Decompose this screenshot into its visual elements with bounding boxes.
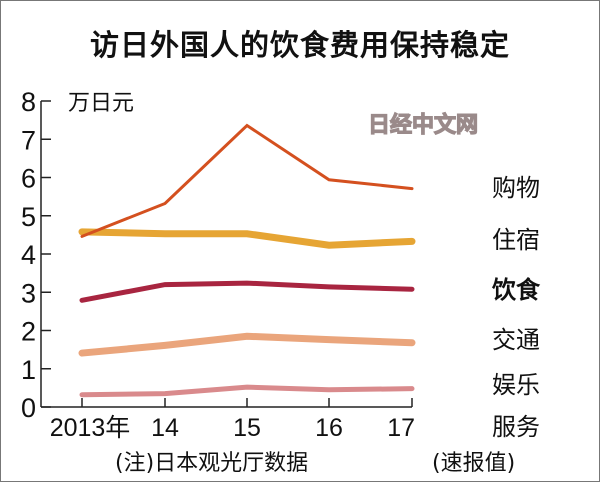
- y-tick-label: 2: [21, 317, 36, 347]
- series-label: 购物: [492, 174, 540, 202]
- series-label: 服务: [492, 413, 540, 441]
- series-line-1: [80, 123, 414, 238]
- series-line-5: [79, 384, 415, 398]
- y-tick-label: 1: [21, 355, 36, 385]
- y-axis-unit: 万日元: [68, 91, 134, 116]
- x-tick-label: 17: [387, 414, 415, 442]
- y-tick-label: 7: [21, 125, 36, 155]
- preliminary-note: (速报值): [432, 451, 515, 476]
- series-label: 饮食: [491, 276, 541, 304]
- x-tick-label: 2013年: [50, 414, 131, 442]
- y-tick-label: 8: [21, 87, 36, 117]
- series-label: 交通: [492, 326, 540, 354]
- series-line-4: [78, 332, 416, 357]
- x-tick-label: 14: [151, 414, 179, 442]
- source-note: (注)日本观光厅数据: [115, 451, 308, 476]
- chart-title: 访日外国人的饮食费用保持稳定: [89, 28, 510, 62]
- y-tick-label: 3: [21, 278, 36, 308]
- y-tick-label: 6: [21, 164, 36, 194]
- series-line-3: [79, 280, 415, 303]
- series-label: 住宿: [492, 226, 540, 254]
- watermark-logo: 日经中文网: [368, 112, 478, 138]
- x-tick-label: 15: [233, 414, 261, 442]
- y-tick-label: 5: [21, 202, 36, 232]
- series-label: 娱乐: [492, 371, 540, 399]
- x-tick-label: 16: [315, 414, 343, 442]
- y-tick-label: 4: [21, 240, 36, 270]
- y-tick-label: 0: [21, 393, 36, 423]
